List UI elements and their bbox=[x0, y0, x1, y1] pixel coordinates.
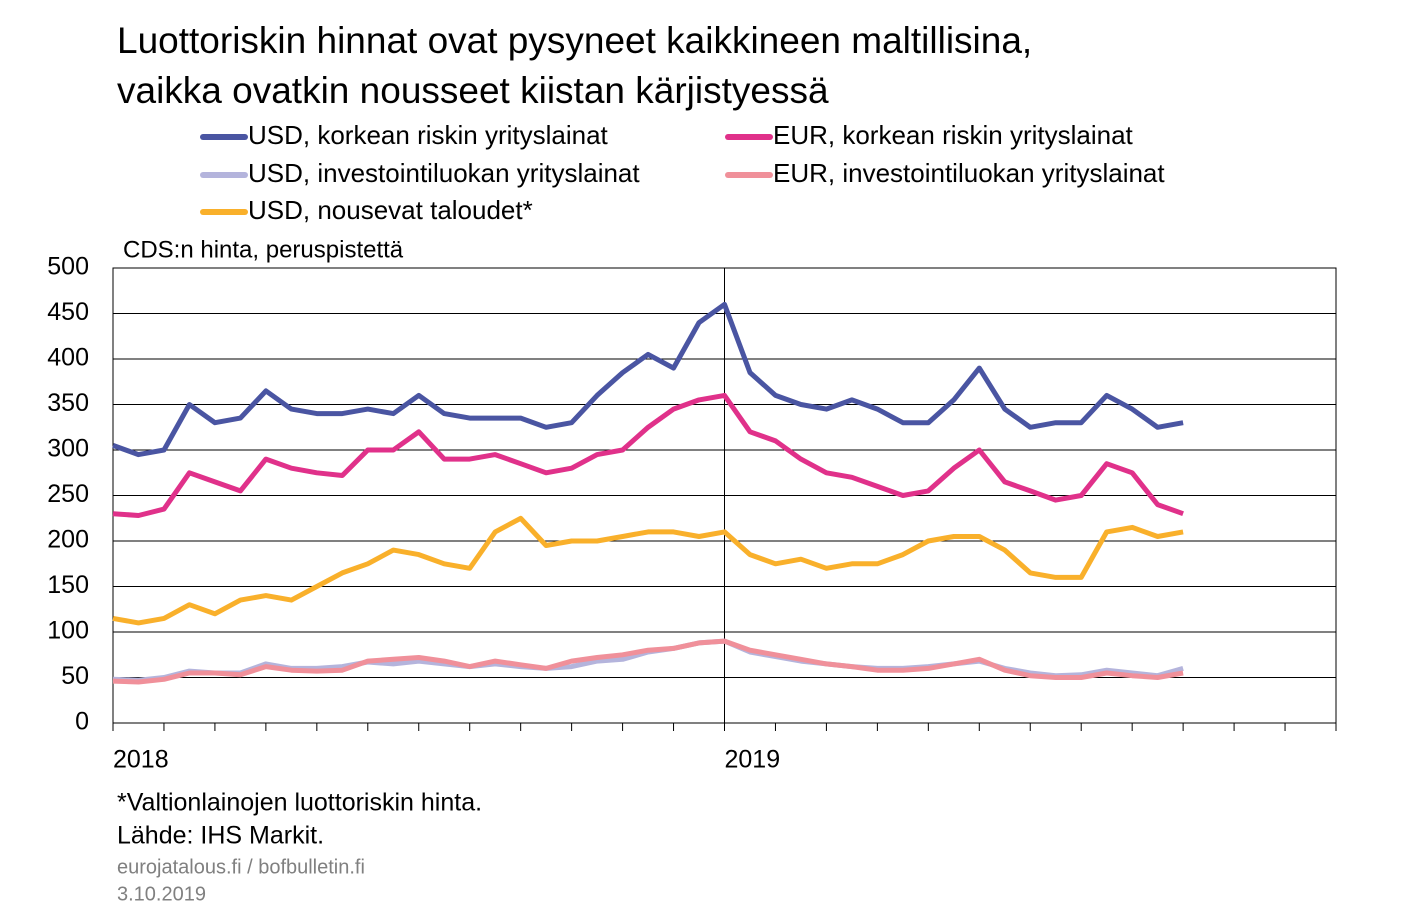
series-line bbox=[112, 638, 1184, 685]
source: eurojatalous.fi / bofbulletin.fi bbox=[117, 856, 365, 878]
series-line bbox=[112, 301, 1184, 458]
y-tick-label: 50 bbox=[61, 662, 89, 690]
y-tick-label: 350 bbox=[47, 389, 89, 417]
legend-label: USD, investointiluokan yrityslainat bbox=[248, 158, 640, 188]
series-line bbox=[112, 515, 1184, 626]
y-tick-label: 400 bbox=[47, 344, 89, 372]
legend-label: USD, nousevat taloudet* bbox=[248, 195, 533, 225]
legend-label: EUR, investointiluokan yrityslainat bbox=[773, 158, 1165, 188]
y-tick-label: 250 bbox=[47, 480, 89, 508]
legend-label: EUR, korkean riskin yrityslainat bbox=[773, 120, 1134, 150]
legend-label: USD, korkean riskin yrityslainat bbox=[248, 120, 609, 150]
x-tick-label: 2019 bbox=[725, 746, 781, 774]
y-tick-label: 300 bbox=[47, 435, 89, 463]
y-tick-label: 0 bbox=[75, 708, 89, 736]
y-tick-label: 100 bbox=[47, 617, 89, 645]
x-tick-label: 2018 bbox=[113, 746, 169, 774]
series-line bbox=[112, 392, 1184, 518]
source: 3.10.2019 bbox=[117, 883, 206, 905]
footnote: Lähde: IHS Markit. bbox=[117, 822, 324, 850]
y-tick-label: 500 bbox=[47, 253, 89, 281]
y-tick-label: 200 bbox=[47, 526, 89, 554]
y-tick-label: 150 bbox=[47, 571, 89, 599]
chart-title: Luottoriskin hinnat ovat pysyneet kaikki… bbox=[117, 20, 1032, 61]
footnote: *Valtionlainojen luottoriskin hinta. bbox=[117, 789, 482, 817]
plot-frame bbox=[112, 267, 1337, 724]
y-tick-label: 450 bbox=[47, 298, 89, 326]
y-axis-label: CDS:n hinta, peruspistettä bbox=[123, 236, 404, 263]
chart-title: vaikka ovatkin nousseet kiistan kärjisty… bbox=[117, 70, 829, 111]
